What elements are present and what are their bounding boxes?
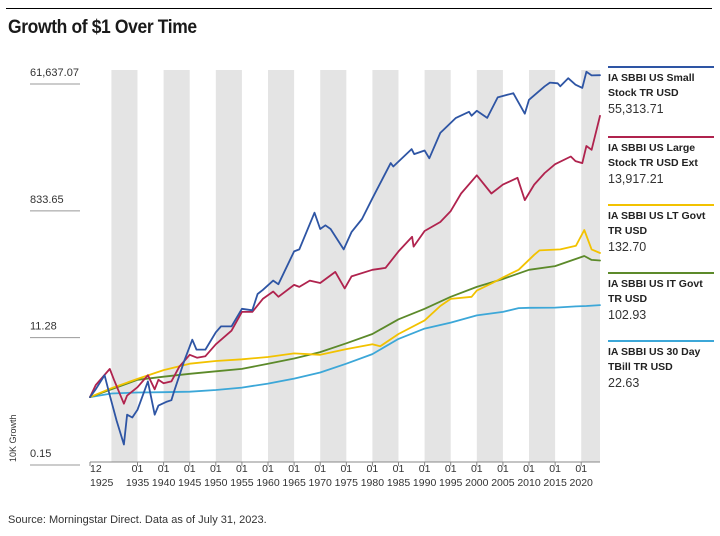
y-axis-label: 10K Growth	[8, 414, 18, 462]
x-tick-year: 1970	[309, 477, 333, 489]
shaded-band	[476, 70, 503, 462]
y-tick-label: 11.28	[30, 321, 57, 333]
shaded-band	[111, 70, 138, 462]
legend-series-name: IA SBBI US LT Govt TR USD	[608, 210, 706, 237]
legend-series-value: 22.63	[608, 376, 640, 390]
x-tick-year: 2000	[465, 477, 489, 489]
y-tick-label: 0.15	[30, 448, 51, 460]
x-tick-month: 01	[288, 463, 300, 475]
legend-series-name: IA SBBI US Small Stock TR USD	[608, 72, 695, 99]
shaded-band	[268, 70, 295, 462]
legend-series-name: IA SBBI US Large Stock TR USD Ext	[608, 142, 698, 169]
shaded-band	[372, 70, 399, 462]
legend-swatch	[608, 66, 714, 68]
x-tick-month: 01	[497, 463, 509, 475]
y-tick-label: 61,637.07	[30, 67, 79, 79]
legend-entry: IA SBBI US 30 Day TBill TR USD 22.63	[608, 340, 714, 391]
legend-series-value: 102.93	[608, 308, 647, 322]
legend-entry: IA SBBI US Large Stock TR USD Ext 13,917.…	[608, 136, 714, 187]
legend-swatch	[608, 204, 714, 206]
x-tick-month: 01	[471, 463, 483, 475]
x-tick-month: 12	[90, 463, 102, 475]
x-tick-month: 01	[575, 463, 587, 475]
legend-entry: IA SBBI US IT Govt TR USD 102.93	[608, 272, 714, 323]
x-tick-year: 1925	[90, 477, 114, 489]
x-tick-year: 1980	[361, 477, 385, 489]
x-tick-month: 01	[367, 463, 379, 475]
legend-series-value: 132.70	[608, 240, 647, 254]
top-rule	[6, 8, 712, 9]
series-line	[89, 304, 601, 398]
legend-series-value: 13,917.21	[608, 172, 664, 186]
x-tick-month: 01	[314, 463, 326, 475]
series-line	[89, 255, 601, 398]
x-tick-month: 01	[523, 463, 535, 475]
shaded-band	[215, 70, 242, 462]
x-tick-month: 01	[262, 463, 274, 475]
x-tick-month: 01	[419, 463, 431, 475]
series-line	[89, 70, 601, 446]
source-note: Source: Morningstar Direct. Data as of J…	[8, 514, 267, 526]
shaded-band	[424, 70, 451, 462]
x-tick-year: 1960	[256, 477, 280, 489]
legend-swatch	[608, 340, 714, 342]
x-tick-year: 2015	[543, 477, 567, 489]
y-tick-label: 833.65	[30, 194, 64, 206]
x-tick-year: 1990	[413, 477, 437, 489]
x-tick-month: 01	[158, 463, 170, 475]
chart-title: Growth of $1 Over Time	[8, 17, 197, 38]
x-tick-month: 01	[184, 463, 196, 475]
legend-series-name: IA SBBI US IT Govt TR USD	[608, 278, 703, 305]
x-tick-year: 1965	[282, 477, 306, 489]
x-tick-year: 2010	[517, 477, 541, 489]
x-tick-month: 01	[445, 463, 457, 475]
legend-swatch	[608, 272, 714, 274]
x-tick-year: 1985	[387, 477, 411, 489]
series-line	[89, 115, 601, 405]
x-tick-year: 1940	[152, 477, 176, 489]
shaded-band	[163, 70, 190, 462]
series-line	[89, 229, 601, 398]
shaded-band	[581, 70, 600, 462]
legend-swatch	[608, 136, 714, 138]
x-tick-month: 01	[132, 463, 144, 475]
legend-series-name: IA SBBI US 30 Day TBill TR USD	[608, 346, 701, 373]
x-tick-month: 01	[340, 463, 352, 475]
shaded-band	[320, 70, 347, 462]
x-tick-year: 1950	[204, 477, 228, 489]
x-tick-month: 01	[236, 463, 248, 475]
x-tick-month: 01	[393, 463, 405, 475]
legend-series-value: 55,313.71	[608, 102, 664, 116]
x-tick-year: 1945	[178, 477, 202, 489]
x-tick-year: 1935	[126, 477, 150, 489]
x-tick-year: 1995	[439, 477, 463, 489]
legend-entry: IA SBBI US Small Stock TR USD 55,313.71	[608, 66, 714, 117]
x-tick-month: 01	[549, 463, 561, 475]
legend-entry: IA SBBI US LT Govt TR USD 132.70	[608, 204, 714, 255]
x-tick-year: 2005	[491, 477, 515, 489]
x-tick-year: 1955	[230, 477, 254, 489]
x-tick-year: 1975	[335, 477, 359, 489]
x-tick-year: 2020	[570, 477, 594, 489]
x-tick-month: 01	[210, 463, 222, 475]
